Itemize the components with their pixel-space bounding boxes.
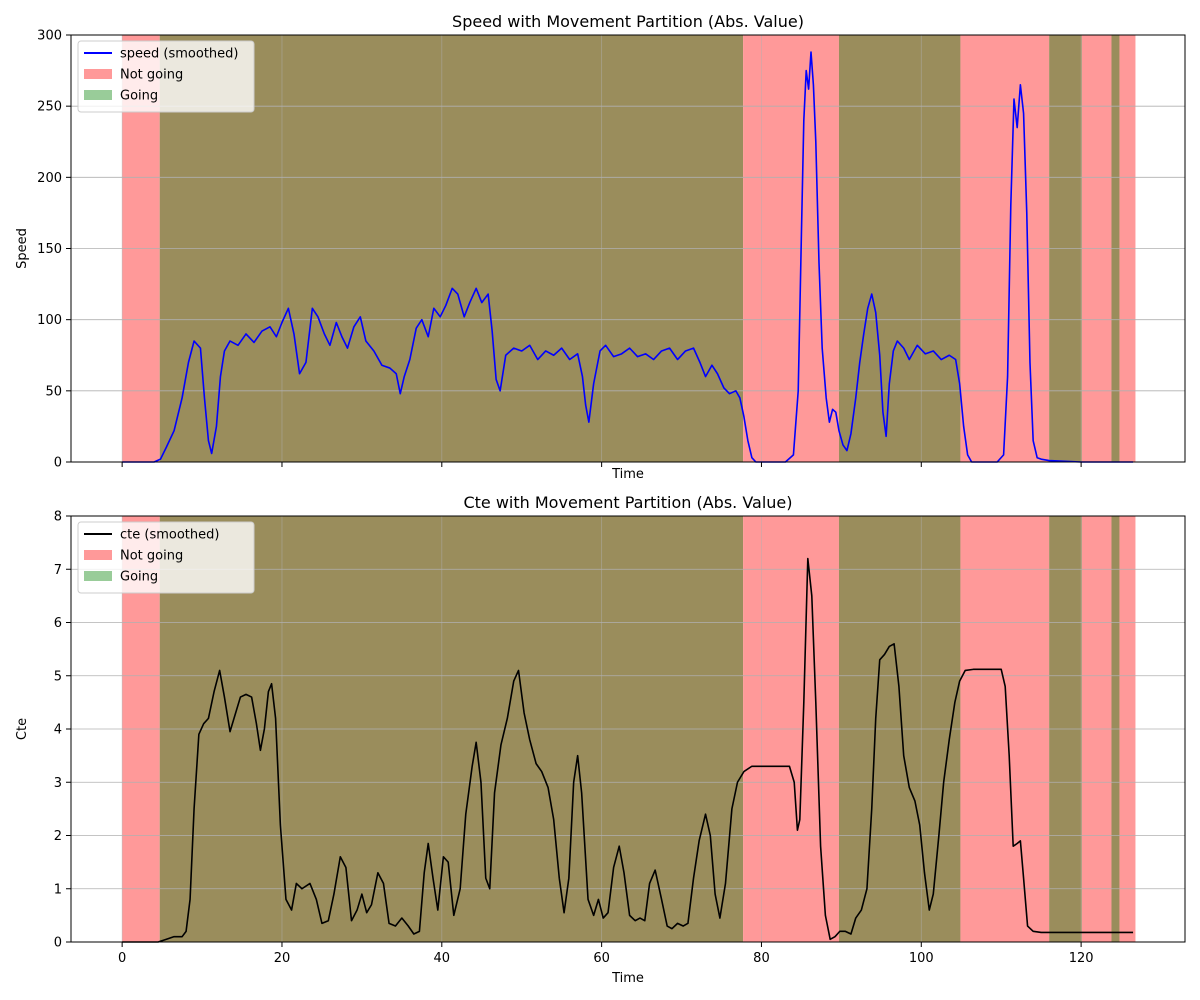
y-tick-label: 0 bbox=[54, 456, 62, 471]
y-tick-label: 4 bbox=[54, 723, 62, 738]
y-tick-label: 0 bbox=[54, 936, 62, 951]
y-tick-label: 250 bbox=[37, 100, 62, 115]
legend: speed (smoothed) Not going Going bbox=[77, 40, 255, 113]
y-tick-label: 6 bbox=[54, 616, 62, 631]
legend-label: speed (smoothed) bbox=[120, 47, 238, 62]
y-tick-label: 150 bbox=[37, 242, 62, 257]
legend-label: Not going bbox=[120, 549, 183, 564]
legend-swatch-not-going bbox=[84, 550, 112, 560]
legend-label: Going bbox=[120, 89, 158, 104]
y-tick-label: 7 bbox=[54, 563, 62, 578]
series-line-1 bbox=[122, 557, 1134, 943]
legend-swatch-not-going bbox=[84, 69, 112, 79]
x-tick-label: 120 bbox=[1069, 951, 1094, 966]
y-tick-label: 200 bbox=[37, 171, 62, 186]
y-tick-label: 50 bbox=[45, 384, 62, 399]
x-tick-label: 80 bbox=[753, 951, 770, 966]
x-tick-label: 0 bbox=[118, 951, 126, 966]
series-line-1 bbox=[122, 51, 1134, 463]
legend-label: cte (smoothed) bbox=[120, 528, 219, 543]
legend-swatch-going bbox=[84, 90, 112, 100]
y-tick-label: 2 bbox=[54, 829, 62, 844]
y-tick-label: 5 bbox=[54, 669, 62, 684]
y-tick-label: 300 bbox=[37, 29, 62, 44]
y-tick-label: 1 bbox=[54, 882, 62, 897]
x-tick-label: 40 bbox=[434, 951, 451, 966]
y-tick-label: 100 bbox=[37, 313, 62, 328]
legend-label: Not going bbox=[120, 68, 183, 83]
chart-title: Speed with Movement Partition (Abs. Valu… bbox=[452, 12, 804, 31]
x-tick-label: 60 bbox=[593, 951, 610, 966]
chart-panel-1: 0 50 100 150 200 250 300 Speed with Movement Pa… bbox=[15, 12, 1186, 482]
legend-swatch-going bbox=[84, 571, 112, 581]
chart-title: Cte with Movement Partition (Abs. Value) bbox=[463, 493, 792, 512]
y-tick-label: 8 bbox=[54, 510, 62, 525]
x-tick-label: 20 bbox=[274, 951, 291, 966]
legend-label: Going bbox=[120, 570, 158, 585]
chart-panel-2: 0 20 40 60 80 100 120 0 1 2 3 4 5 6 7 8 Cte with Movemen… bbox=[15, 493, 1186, 986]
x-axis-label: Time bbox=[611, 467, 644, 482]
legend-box bbox=[77, 521, 255, 594]
y-axis-label: Speed bbox=[15, 228, 30, 269]
y-axis-label: Cte bbox=[15, 718, 30, 740]
x-axis-label: Time bbox=[611, 971, 644, 986]
x-tick-label: 100 bbox=[909, 951, 934, 966]
legend: cte (smoothed) Not going Going bbox=[77, 521, 255, 594]
y-tick-label: 3 bbox=[54, 776, 62, 791]
legend-box bbox=[77, 40, 255, 113]
